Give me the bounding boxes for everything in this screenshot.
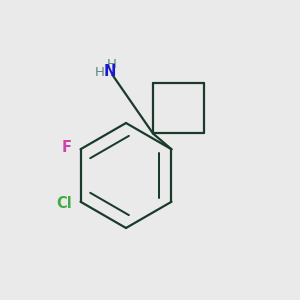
- Text: H: H: [107, 58, 116, 71]
- Text: N: N: [103, 64, 116, 80]
- Text: Cl: Cl: [56, 196, 72, 211]
- Text: H: H: [95, 65, 104, 79]
- Text: F: F: [62, 140, 72, 155]
